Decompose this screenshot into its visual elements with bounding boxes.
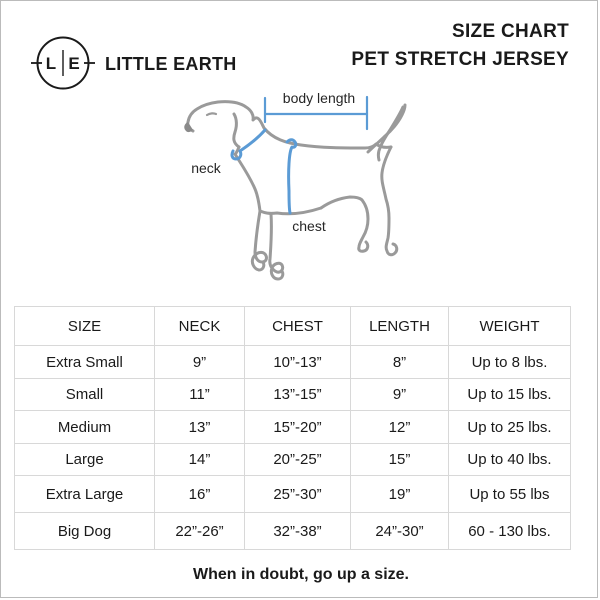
svg-text:body length: body length bbox=[283, 90, 355, 106]
svg-text:chest: chest bbox=[292, 218, 326, 234]
svg-text:neck: neck bbox=[191, 160, 222, 176]
